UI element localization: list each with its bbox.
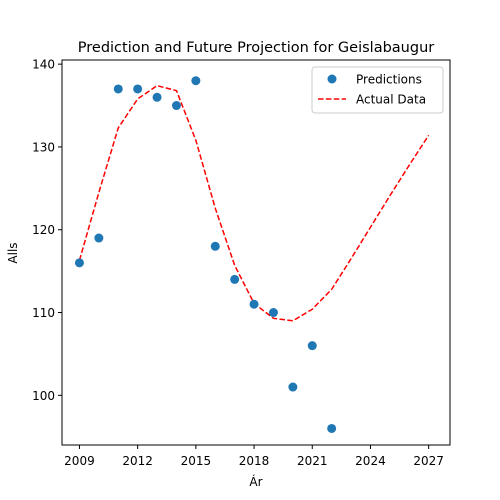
x-axis: 2009 2012 2015 2018 2021 2024 2027 [64, 445, 444, 468]
legend-actual-data-label: Actual Data [356, 93, 426, 107]
prediction-point [210, 241, 220, 251]
legend-box [311, 66, 444, 114]
plot-frame [61, 59, 451, 446]
y-tick-label: 120 [32, 223, 55, 237]
prediction-point [171, 101, 181, 111]
actual-data-line [78, 84, 430, 322]
prediction-point [249, 299, 259, 309]
x-tick-label: 2012 [122, 454, 153, 468]
prediction-point [74, 258, 84, 268]
legend: Predictions Actual Data [311, 66, 444, 114]
y-tick-label: 130 [32, 140, 55, 154]
prediction-point [268, 308, 278, 318]
x-tick-label: 2024 [355, 454, 386, 468]
legend-predictions-marker [327, 74, 337, 84]
prediction-point [327, 423, 337, 433]
predictions-points-group [74, 76, 337, 433]
y-tick-label: 110 [32, 306, 55, 320]
x-tick-label: 2027 [413, 454, 444, 468]
x-tick-label: 2015 [181, 454, 212, 468]
x-tick-label: 2021 [297, 454, 328, 468]
prediction-point [288, 382, 298, 392]
y-tick-label: 140 [32, 58, 55, 72]
x-tick-label: 2009 [64, 454, 95, 468]
prediction-point [94, 233, 104, 243]
y-axis-label: Alls [6, 242, 20, 263]
prediction-point [191, 76, 201, 86]
prediction-point [230, 274, 240, 284]
y-tick-label: 100 [32, 389, 55, 403]
prediction-point [307, 341, 317, 351]
legend-predictions-label: Predictions [356, 73, 422, 87]
y-axis: 100 110 120 130 140 [32, 58, 62, 403]
prediction-point [152, 92, 162, 102]
actual-data-line-group [78, 84, 430, 322]
prediction-point [113, 84, 123, 94]
prediction-point [133, 84, 143, 94]
plot-area [61, 59, 451, 446]
x-tick-label: 2018 [239, 454, 270, 468]
x-axis-label: Ár [249, 474, 262, 489]
chart-title: Prediction and Future Projection for Gei… [78, 40, 434, 56]
